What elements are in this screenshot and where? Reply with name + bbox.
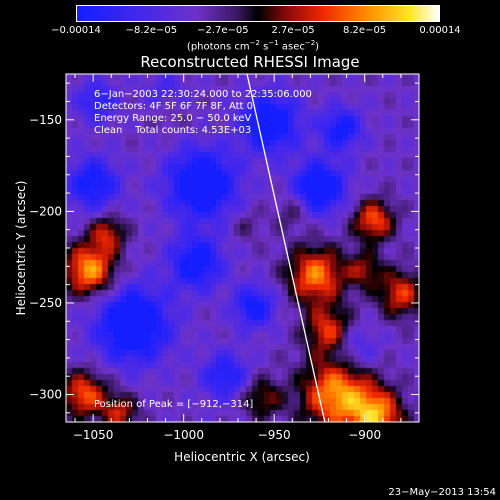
footer-timestamp: 23−May−2013 13:54	[388, 487, 496, 498]
colorbar	[76, 5, 440, 22]
colorbar-tick-label: 8.2e−05	[343, 25, 387, 36]
y-tick-label: −300	[29, 388, 62, 402]
colorbar-units: (photons cm−2 s−1 asec−2)	[186, 39, 320, 53]
colorbar-tick-label: −0.00014	[51, 25, 101, 36]
colorbar-tick-label: 2.7e−05	[271, 25, 315, 36]
chart-title: Reconstructed RHESSI Image	[140, 53, 360, 71]
limb-line	[246, 73, 326, 423]
x-axis-title: Heliocentric X (arcsec)	[174, 450, 310, 464]
x-tick-label: −1000	[163, 428, 204, 442]
annotation-detectors: Detectors: 4F 5F 6F 7F 8F, Att 0	[94, 101, 253, 112]
annotation-energy-range: Energy Range: 25.0 − 50.0 keV	[94, 113, 251, 124]
colorbar-tick-label: 0.00014	[419, 25, 461, 36]
colorbar-tick-label: −2.7e−05	[197, 25, 249, 36]
y-axis: −300 −250 −200 −150	[29, 82, 419, 414]
y-tick-label: −200	[29, 204, 62, 218]
annotation-clean-counts: Clean Total counts: 4.53E+03	[94, 125, 251, 136]
y-tick-label: −250	[29, 296, 62, 310]
peak-position-label: Position of Peak = [−912,−314]	[94, 399, 253, 410]
x-tick-label: −1050	[73, 428, 114, 442]
x-axis: −1050 −1000 −950 −900	[73, 74, 420, 442]
x-tick-label: −950	[258, 428, 291, 442]
x-tick-label: −900	[348, 428, 381, 442]
y-tick-label: −150	[29, 113, 62, 127]
colorbar-tick-label: −8.2e−05	[125, 25, 178, 36]
annotation-block: 6−Jan−2003 22:30:24.000 to 22:35:06.000 …	[94, 89, 312, 136]
annotation-time-range: 6−Jan−2003 22:30:24.000 to 22:35:06.000	[94, 89, 312, 100]
heatmap-image	[66, 74, 419, 422]
y-axis-title: Heliocentric Y (arcsec)	[14, 181, 28, 316]
